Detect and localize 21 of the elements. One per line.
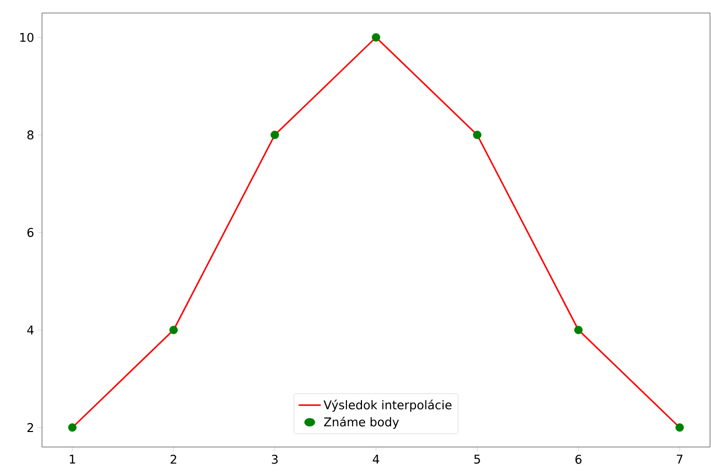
point: [473, 130, 482, 140]
point: [169, 326, 178, 334]
x-tick-label: 2: [170, 454, 176, 464]
point: [574, 326, 583, 334]
y-tick-label: 6: [27, 228, 34, 237]
legend-label: Známe body: [324, 416, 399, 429]
x-tick-label: 5: [474, 454, 480, 464]
legend-label: Výsledok interpolácie: [324, 400, 452, 412]
y-tick-label: 4: [27, 326, 34, 334]
x-tick-label: 6: [575, 454, 582, 464]
y-tick-label: 2: [27, 423, 34, 432]
point: [675, 423, 684, 432]
y-tick-label: 10: [20, 32, 34, 42]
x-tick-label: 3: [272, 454, 278, 464]
x-tick-label: 1: [70, 454, 76, 464]
x-tick-label: 7: [676, 454, 682, 464]
x-tick-label: 4: [372, 454, 380, 464]
point: [270, 130, 279, 140]
point: [68, 423, 77, 432]
y-tick-label: 8: [27, 130, 34, 140]
point: [372, 33, 380, 42]
